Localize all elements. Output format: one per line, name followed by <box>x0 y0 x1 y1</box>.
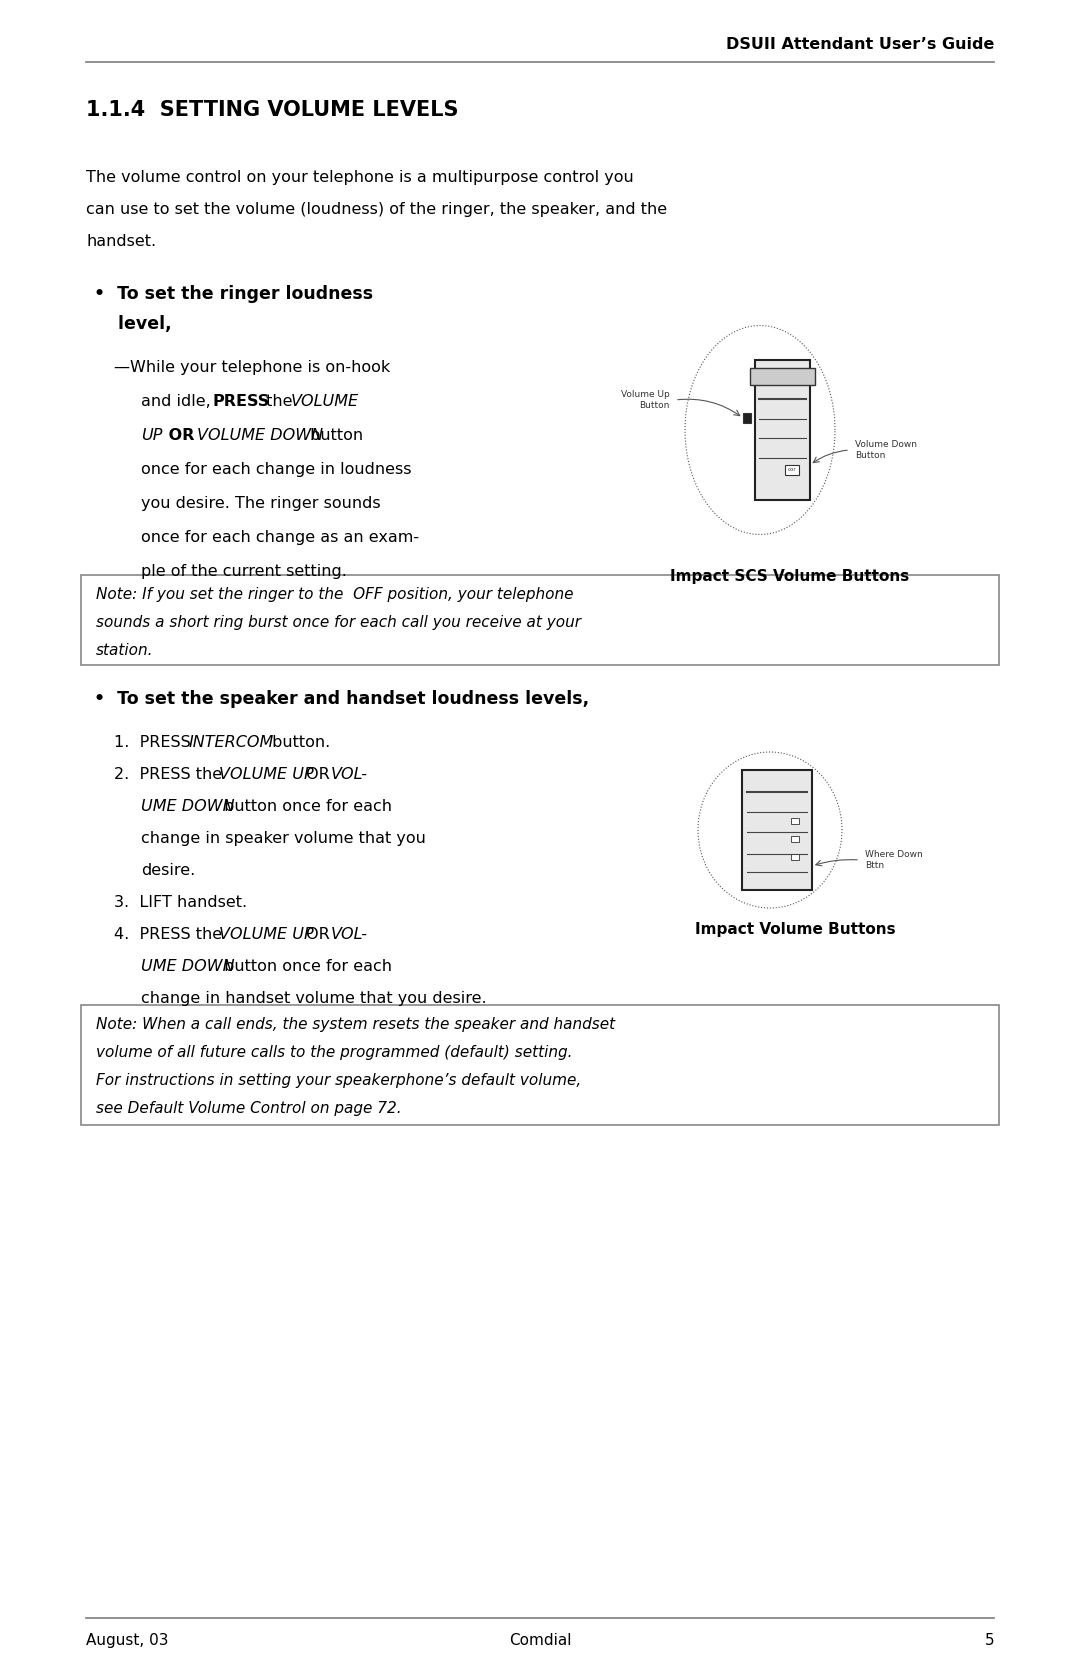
Bar <box>750 369 815 386</box>
Text: once for each change in loudness: once for each change in loudness <box>141 462 411 477</box>
Text: desire.: desire. <box>141 863 195 878</box>
Bar <box>755 361 810 501</box>
Text: Comdial: Comdial <box>509 1632 571 1647</box>
Text: •  To set the speaker and handset loudness levels,: • To set the speaker and handset loudnes… <box>94 689 589 708</box>
Text: once for each change as an exam-: once for each change as an exam- <box>141 531 419 546</box>
Bar <box>791 855 799 860</box>
Text: VOLUME UP: VOLUME UP <box>219 926 313 941</box>
Text: button: button <box>305 427 363 442</box>
Text: Volume Down
Button: Volume Down Button <box>855 441 917 459</box>
Text: 1.1.4  SETTING VOLUME LEVELS: 1.1.4 SETTING VOLUME LEVELS <box>86 100 459 120</box>
Bar <box>785 466 799 474</box>
Text: Note: If you set the ringer to the  OFF position, your telephone: Note: If you set the ringer to the OFF p… <box>96 587 573 603</box>
Text: button.: button. <box>267 734 330 749</box>
Text: OR: OR <box>301 768 335 783</box>
Bar <box>81 1005 999 1125</box>
Text: 4.  PRESS the: 4. PRESS the <box>114 926 227 941</box>
Text: OR: OR <box>163 427 200 442</box>
Text: button once for each: button once for each <box>219 960 392 975</box>
Bar <box>743 412 751 422</box>
Text: VOLUME DOWN: VOLUME DOWN <box>197 427 323 442</box>
Text: change in handset volume that you desire.: change in handset volume that you desire… <box>141 991 487 1006</box>
Text: level,: level, <box>94 315 172 334</box>
Bar <box>742 769 812 890</box>
Text: DSUII Attendant User’s Guide: DSUII Attendant User’s Guide <box>726 37 994 52</box>
Text: UME DOWN: UME DOWN <box>141 960 234 975</box>
Text: change in speaker volume that you: change in speaker volume that you <box>141 831 426 846</box>
Bar <box>791 818 799 824</box>
Text: handset.: handset. <box>86 234 157 249</box>
Text: UME DOWN: UME DOWN <box>141 799 234 814</box>
Bar <box>791 836 799 841</box>
Text: UP: UP <box>141 427 162 442</box>
Text: 3.  LIFT handset.: 3. LIFT handset. <box>114 895 247 910</box>
Text: For instructions in setting your speakerphone’s default volume,: For instructions in setting your speaker… <box>96 1073 581 1088</box>
Text: 2.  PRESS the: 2. PRESS the <box>114 768 227 783</box>
Text: August, 03: August, 03 <box>86 1632 168 1647</box>
Text: the: the <box>261 394 298 409</box>
Text: see Default Volume Control on page 72.: see Default Volume Control on page 72. <box>96 1102 402 1117</box>
Text: Volume Up
Button: Volume Up Button <box>621 391 670 409</box>
Text: —While your telephone is on-hook: —While your telephone is on-hook <box>114 361 390 376</box>
Text: ple of the current setting.: ple of the current setting. <box>141 564 347 579</box>
Text: VOL-: VOL- <box>330 926 368 941</box>
Text: Where Down
Bttn: Where Down Bttn <box>865 850 922 870</box>
Text: and idle,: and idle, <box>141 394 216 409</box>
Text: 5: 5 <box>984 1632 994 1647</box>
Text: Impact Volume Buttons: Impact Volume Buttons <box>694 921 895 936</box>
Text: The volume control on your telephone is a multipurpose control you: The volume control on your telephone is … <box>86 170 634 185</box>
Text: sounds a short ring burst once for each call you receive at your: sounds a short ring burst once for each … <box>96 614 581 629</box>
Text: button once for each: button once for each <box>219 799 392 814</box>
Text: INTERCOM: INTERCOM <box>189 734 274 749</box>
Text: you desire. The ringer sounds: you desire. The ringer sounds <box>141 496 380 511</box>
Text: cor: cor <box>788 467 797 472</box>
Text: PRESS: PRESS <box>213 394 270 409</box>
Text: •  To set the ringer loudness: • To set the ringer loudness <box>94 285 373 304</box>
Text: VOLUME: VOLUME <box>291 394 360 409</box>
Text: Impact SCS Volume Buttons: Impact SCS Volume Buttons <box>671 569 909 584</box>
Text: can use to set the volume (loudness) of the ringer, the speaker, and the: can use to set the volume (loudness) of … <box>86 202 667 217</box>
Text: VOL-: VOL- <box>330 768 368 783</box>
Bar <box>81 576 999 664</box>
Text: OR: OR <box>301 926 335 941</box>
Text: station.: station. <box>96 643 153 658</box>
Text: VOLUME UP: VOLUME UP <box>219 768 313 783</box>
Text: volume of all future calls to the programmed (default) setting.: volume of all future calls to the progra… <box>96 1045 572 1060</box>
Text: 1.  PRESS: 1. PRESS <box>114 734 195 749</box>
Text: Note: When a call ends, the system resets the speaker and handset: Note: When a call ends, the system reset… <box>96 1016 616 1031</box>
